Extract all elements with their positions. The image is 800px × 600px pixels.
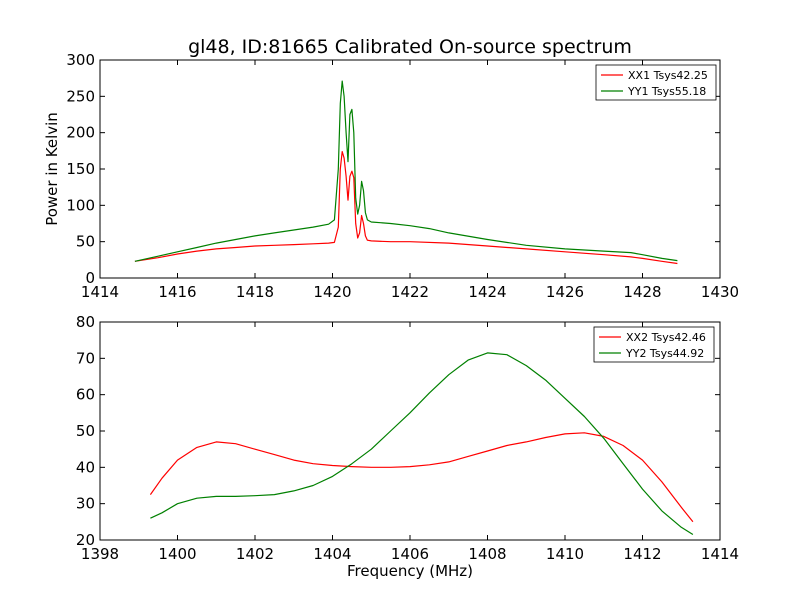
bottom-chart-plot-area <box>149 352 694 536</box>
x-tick-label: 1410 <box>546 545 584 563</box>
top-chart-title: gl48, ID:81665 Calibrated On-source spec… <box>188 36 632 58</box>
bottom-chart-y-axis: 20 30 40 50 60 70 80 <box>76 313 720 549</box>
top-chart-legend-box <box>595 64 717 101</box>
x-tick-label: 1402 <box>236 545 274 563</box>
x-tick-label: 1430 <box>701 283 739 301</box>
top-chart-legend: XX1 Tsys42.25 YY1 Tsys55.18 <box>595 64 717 101</box>
series-line-xx1 <box>134 151 678 265</box>
x-tick-label: 1416 <box>158 283 196 301</box>
y-tick-label: 300 <box>66 51 95 69</box>
series-line-yy1 <box>134 80 678 262</box>
y-tick-label: 60 <box>76 386 95 404</box>
y-tick-label: 100 <box>66 196 95 214</box>
x-tick-label: 1414 <box>701 545 739 563</box>
x-tick-label: 1404 <box>313 545 351 563</box>
top-chart: gl48, ID:81665 Calibrated On-source spec… <box>43 36 739 301</box>
x-tick-label: 1424 <box>468 283 506 301</box>
x-tick-label: 1414 <box>81 283 119 301</box>
y-tick-label: 0 <box>85 269 95 287</box>
x-tick-label: 1422 <box>391 283 429 301</box>
x-tick-label: 1408 <box>468 545 506 563</box>
x-tick-label: 1412 <box>623 545 661 563</box>
x-tick-label: 1398 <box>81 545 119 563</box>
y-tick-label: 20 <box>76 531 95 549</box>
y-tick-label: 50 <box>76 422 95 440</box>
top-chart-plot-area <box>134 80 678 265</box>
bottom-chart-legend: XX2 Tsys42.46 YY2 Tsys44.92 <box>593 326 715 363</box>
y-tick-label: 200 <box>66 124 95 142</box>
bottom-chart: Frequency (MHz) 1398 1400 1402 1404 1406 1408… <box>76 313 739 580</box>
y-tick-label: 250 <box>66 87 95 105</box>
y-tick-label: 80 <box>76 313 95 331</box>
bottom-chart-x-axis: 1398 1400 1402 1404 1406 1408 1410 1412 1414 <box>81 322 739 563</box>
top-chart-ylabel: Power in Kelvin <box>43 112 61 226</box>
top-legend-yy1-label: YY1 Tsys55.18 <box>627 85 706 98</box>
top-legend-xx1-label: XX1 Tsys42.25 <box>628 69 708 82</box>
y-tick-label: 40 <box>76 458 95 476</box>
top-chart-x-axis: 1414 1416 1418 1420 1422 1424 1426 1428 1430 <box>81 60 739 301</box>
series-line-yy2 <box>150 352 694 536</box>
x-tick-label: 1406 <box>391 545 429 563</box>
bottom-legend-xx2-label: XX2 Tsys42.46 <box>626 331 706 344</box>
bottom-legend-yy2-label: YY2 Tsys44.92 <box>625 347 704 360</box>
x-tick-label: 1428 <box>623 283 661 301</box>
bottom-chart-frame <box>99 321 721 541</box>
y-tick-label: 50 <box>76 233 95 251</box>
y-tick-label: 70 <box>76 349 95 367</box>
y-tick-label: 150 <box>66 160 95 178</box>
x-tick-label: 1400 <box>158 545 196 563</box>
top-chart-y-axis: 0 50 100 150 200 250 300 <box>66 51 720 287</box>
top-chart-frame <box>99 59 721 279</box>
x-tick-label: 1426 <box>546 283 584 301</box>
x-tick-label: 1420 <box>313 283 351 301</box>
y-tick-label: 30 <box>76 495 95 513</box>
bottom-chart-legend-box <box>593 326 715 363</box>
bottom-chart-xlabel: Frequency (MHz) <box>347 562 473 580</box>
x-tick-label: 1418 <box>236 283 274 301</box>
series-line-xx2 <box>149 432 694 523</box>
